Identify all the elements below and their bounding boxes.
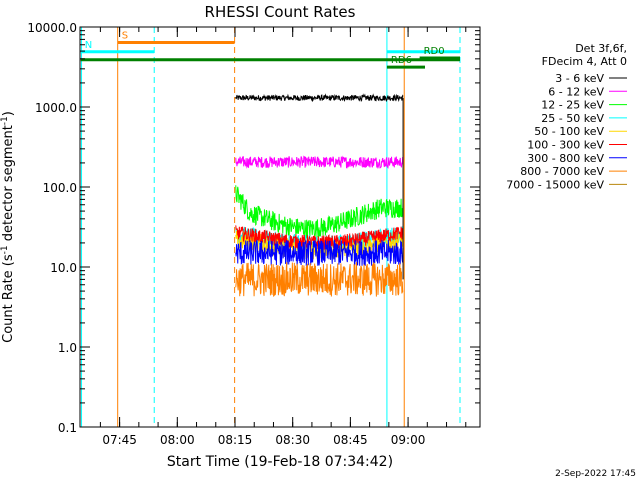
y-tick-label-5: 10000.0 [27, 21, 77, 35]
flag-label-s: S [122, 31, 128, 42]
legend-label-5: 100 - 300 keV [527, 139, 604, 152]
series-line-1 [235, 155, 404, 170]
flag-label-rd0: RD0 [424, 46, 445, 57]
x-axis-label: Start Time (19-Feb-18 07:34:42) [167, 454, 393, 470]
x-tick-label-2: 08:15 [218, 433, 253, 447]
legend-label-1: 6 - 12 keV [548, 85, 604, 98]
y-axis-label-main: Count Rate (s [1, 254, 16, 343]
plot-frame [79, 26, 481, 428]
legend-label-8: 7000 - 15000 keV [506, 178, 604, 191]
time-markers [81, 27, 461, 427]
legend-header-line-1: Det 3f,6f, [575, 42, 627, 55]
y-axis-label: Count Rate (s-1 detector segment-1) [0, 111, 16, 343]
legend-label-0: 3 - 6 keV [555, 72, 604, 85]
series-line-6 [235, 239, 404, 266]
flag-bars: S N RD0 RD6 [80, 31, 460, 69]
y-tick-label-4: 1000.0 [35, 101, 77, 115]
y-tick-label-0: 0.1 [58, 421, 77, 435]
x-tick-label-0: 07:45 [102, 433, 137, 447]
y-axis-label-mid: detector segment [1, 125, 16, 245]
series-line-0 [235, 93, 404, 103]
series-line-2 [235, 185, 404, 239]
flag-label-n: N [85, 40, 92, 51]
chart-title: RHESSI Count Rates [205, 3, 356, 21]
y-tick-label-1: 1.0 [58, 341, 77, 355]
y-axis-label-sup1: -1 [0, 245, 10, 254]
legend-label-7: 800 - 7000 keV [520, 165, 604, 178]
y-tick-label-2: 10.0 [50, 261, 77, 275]
y-axis-label-sup2: -1 [0, 116, 10, 125]
y-axis-label-end: ) [1, 111, 16, 116]
flag-label-rd6: RD6 [391, 55, 412, 66]
x-tick-label-3: 08:30 [275, 433, 310, 447]
series-line-7 [235, 262, 404, 297]
y-axis-ticks: 0.1 1.0 10.0 100.0 1000.0 10000.0 [27, 21, 480, 435]
legend-label-6: 300 - 800 keV [527, 152, 604, 165]
x-axis-ticks: 07:45 08:00 08:15 08:30 08:45 09:00 [99, 27, 467, 447]
x-tick-label-5: 09:00 [391, 433, 426, 447]
x-tick-label-1: 08:00 [160, 433, 195, 447]
legend-label-4: 50 - 100 keV [534, 125, 604, 138]
legend-header-line-2: FDecim 4, Att 0 [542, 55, 627, 68]
legend-label-3: 25 - 50 keV [541, 112, 604, 125]
series-lines [235, 93, 404, 297]
legend-label-2: 12 - 25 keV [541, 99, 604, 112]
y-tick-label-3: 100.0 [43, 181, 77, 195]
series-line-5 [235, 225, 404, 251]
generation-date: 2-Sep-2022 17:45 [555, 469, 636, 479]
x-tick-label-4: 08:45 [333, 433, 368, 447]
